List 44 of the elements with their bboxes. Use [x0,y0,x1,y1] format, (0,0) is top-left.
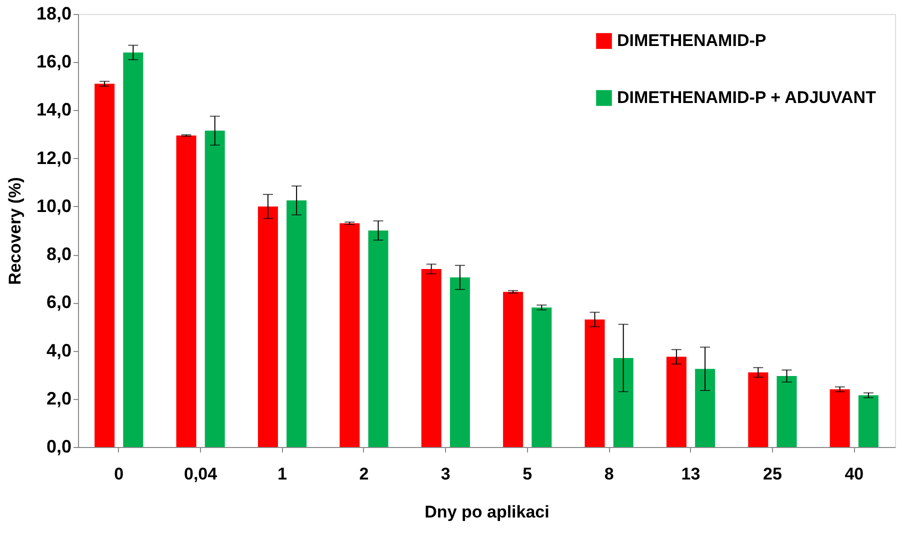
bar [340,223,360,447]
legend-label: DIMETHENAMID-P [617,31,766,50]
x-tick-label: 25 [762,464,782,484]
y-tick-label: 8,0 [46,244,72,264]
bar [776,376,797,447]
bar [830,389,850,447]
bar [613,358,634,447]
y-tick-label: 0,0 [46,436,72,456]
x-tick-label: 40 [844,464,864,484]
y-tick-label: 18,0 [36,4,72,24]
bar [532,307,552,447]
x-tick-label: 1 [278,464,287,484]
bar [450,277,470,447]
bar [858,395,878,447]
bar [666,356,686,447]
y-tick-label: 6,0 [46,292,72,312]
bar [421,268,442,447]
bar [695,368,716,447]
y-tick-label: 14,0 [36,100,72,120]
y-tick-label: 12,0 [36,148,72,168]
x-tick-label: 0,04 [184,464,218,484]
x-tick-label: 3 [440,464,450,484]
bar [748,372,768,447]
x-tick-label: 13 [681,464,700,484]
x-tick-label: 5 [522,464,532,484]
x-tick-label: 0 [114,464,124,484]
y-tick-label: 4,0 [46,340,72,360]
bar [258,206,278,447]
bar [286,200,307,447]
x-tick-label: 8 [604,464,614,484]
y-tick-label: 16,0 [36,52,72,72]
bar [204,130,225,447]
y-tick-label: 10,0 [36,196,72,216]
y-tick-label: 2,0 [46,388,72,408]
bar [368,230,388,447]
legend-label: DIMETHENAMID-P + ADJUVANT [617,88,877,107]
bar [94,84,115,447]
x-axis-title: Dny po aplikaci [424,502,550,522]
x-tick-label: 2 [359,464,369,484]
bar [584,320,605,447]
y-axis-title: Recovery (%) [5,177,24,285]
bar [503,292,524,447]
bar [123,52,144,447]
bar [176,135,196,447]
